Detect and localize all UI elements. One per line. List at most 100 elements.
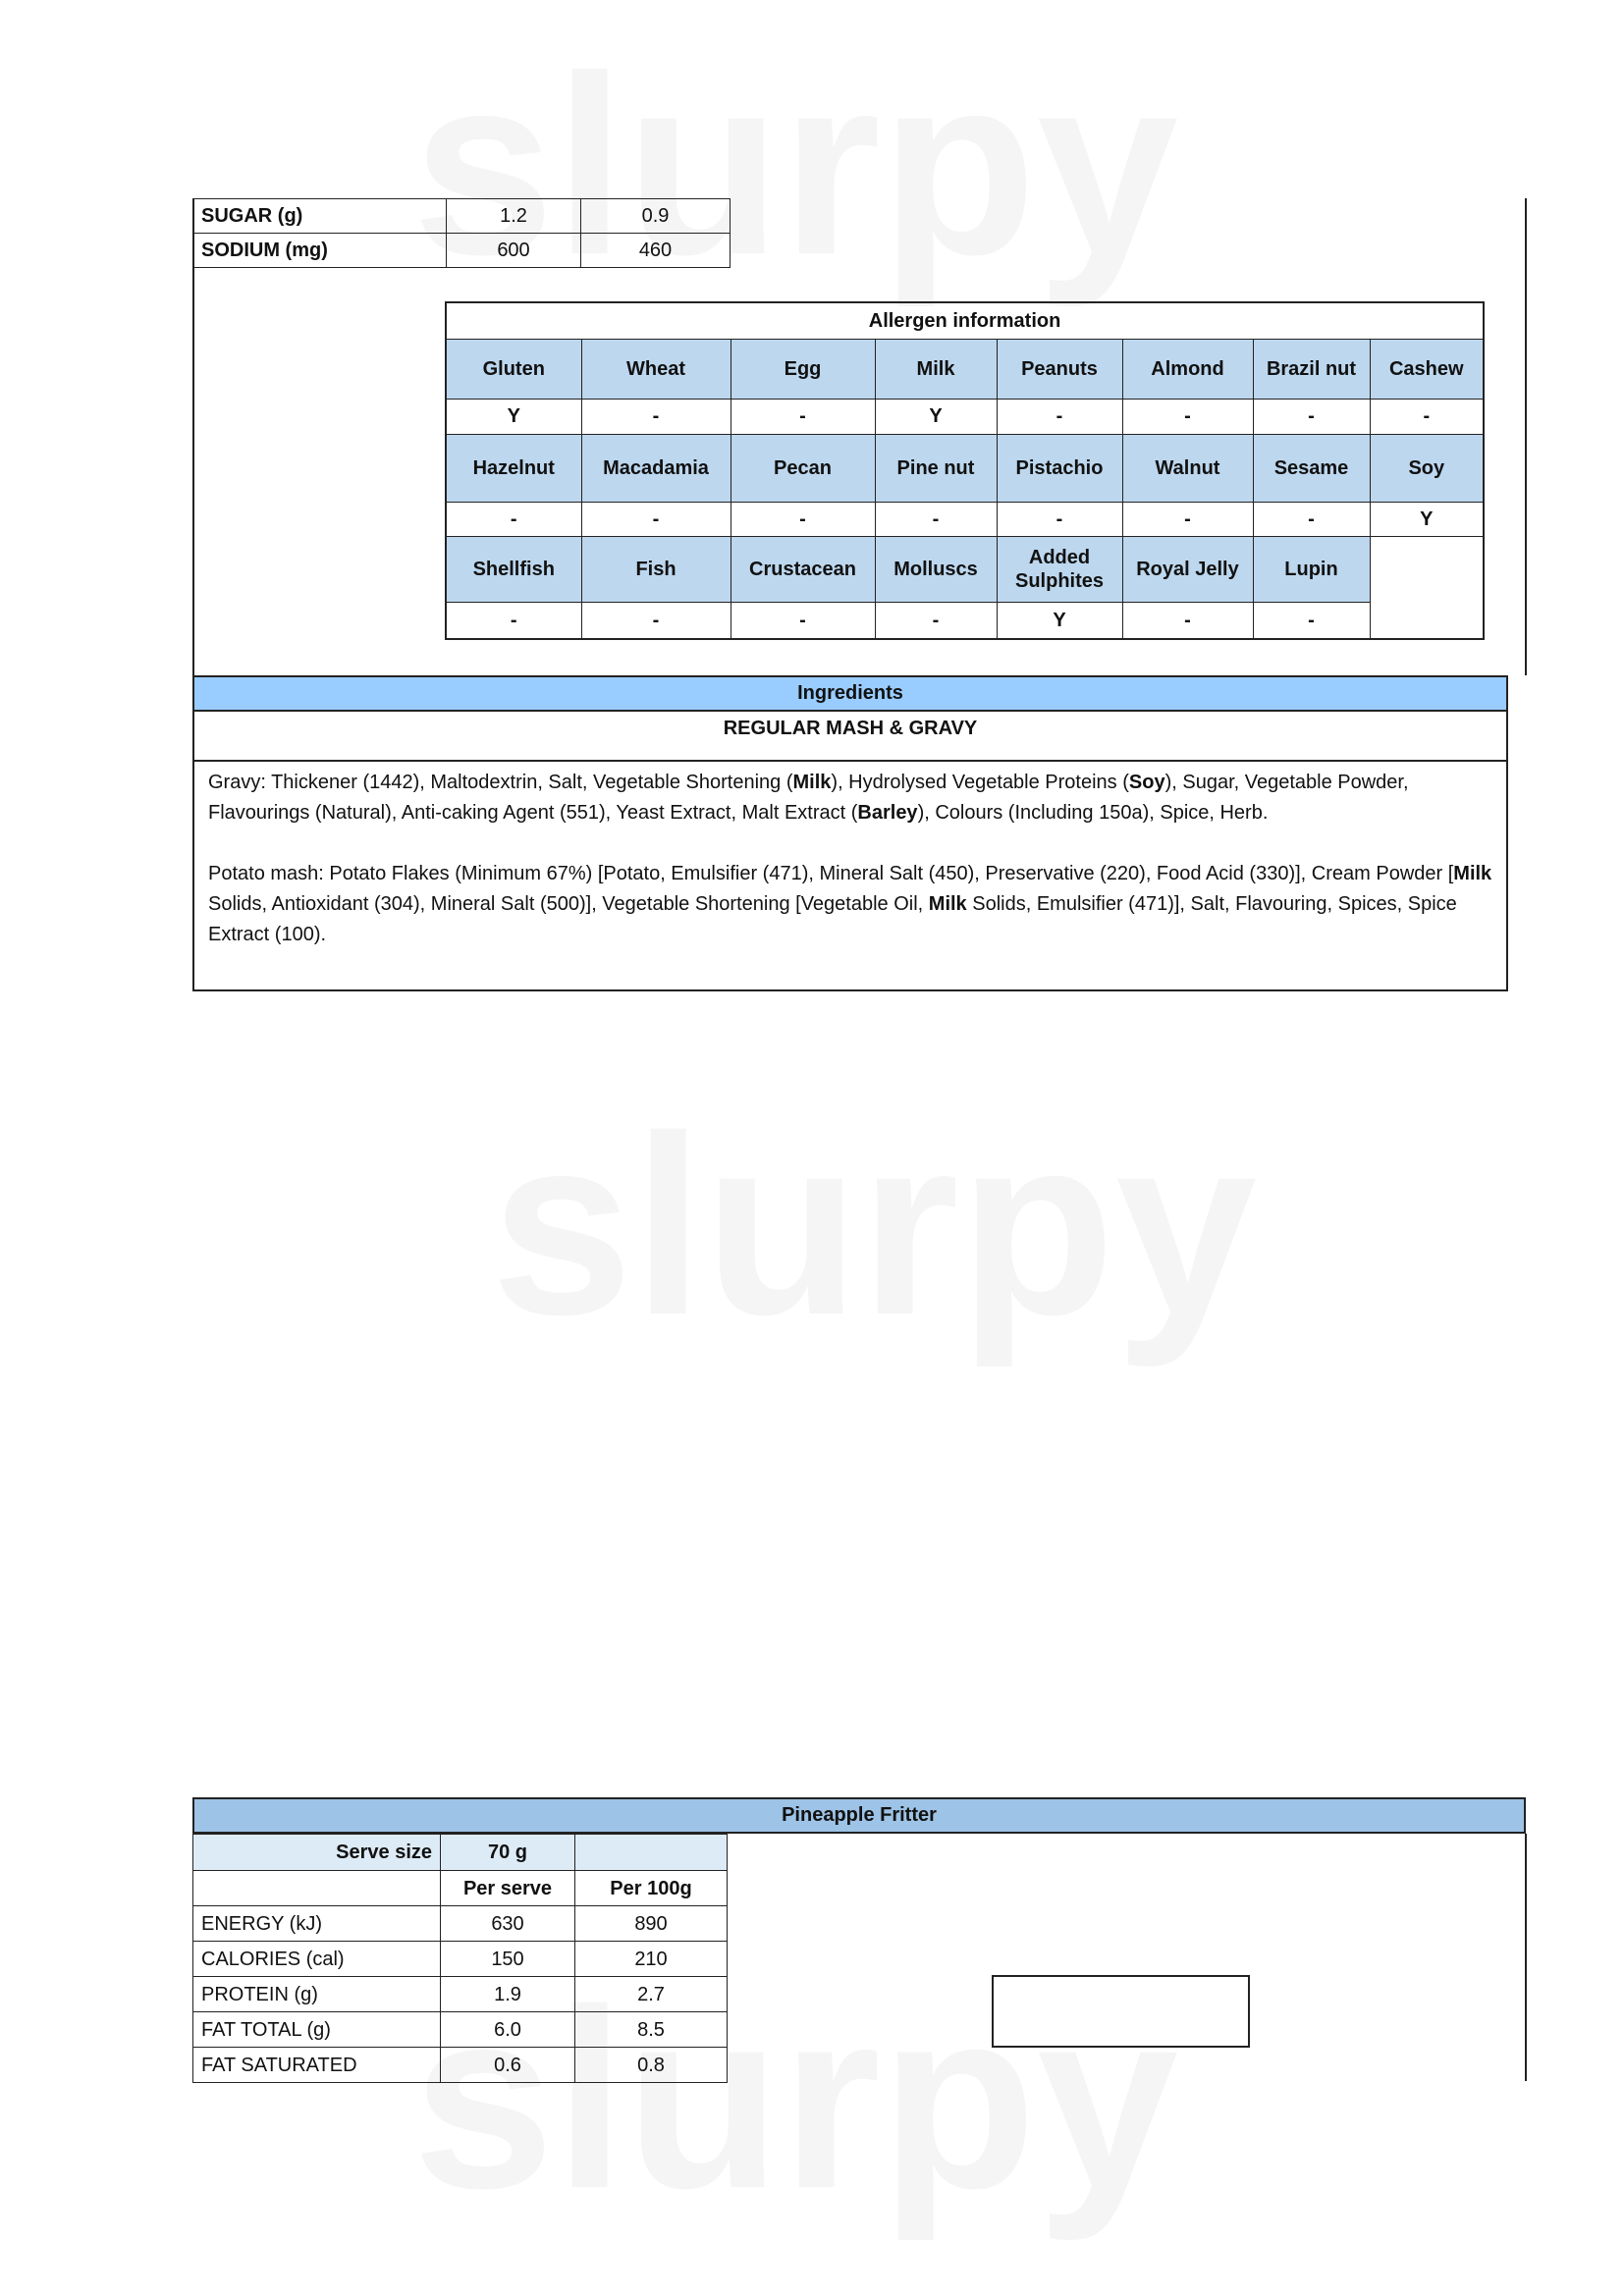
col-per-100g: Per 100g [574,1870,728,1906]
per-serve-value: 1.9 [440,1976,575,2012]
allergen-highlight: Milk [792,772,832,793]
fritter-title: Pineapple Fritter [192,1797,1526,1834]
per-serve-value: 150 [440,1941,575,1977]
nutrient-label: FAT TOTAL (g) [192,2011,441,2048]
ingredient-text: ), Hydrolysed Vegetable Proteins ( [831,772,1129,793]
allergen-name: Egg [730,338,876,400]
allergen-name-row: Hazelnut Macadamia Pecan Pine nut Pistachio W… [445,433,1485,503]
allergen-name: Royal Jelly [1121,535,1254,603]
ingredient-text: ), Sugar, Vegetable Powder, Flavourings … [208,772,1409,824]
allergen-highlight: Barley [857,802,918,824]
per-serve-value: 1.2 [446,198,581,234]
per-100g-value: 8.5 [574,2011,728,2048]
allergen-value: - [730,501,876,537]
nutrient-label: SODIUM (mg) [192,233,447,268]
watermark-logo: slurpy [412,24,1179,308]
allergen-name: Brazil nut [1252,338,1371,400]
allergen-name: Pecan [730,433,876,503]
nutrition-row: SUGAR (g) 1.2 0.9 [192,198,731,234]
allergen-value: - [1252,398,1371,435]
serve-size-label: Serve size [192,1834,441,1871]
mash-ingredients: Potato mash: Potato Flakes (Minimum 67%)… [208,859,1492,950]
allergen-value-row: ----Y-- [445,601,1484,640]
allergen-value: - [996,501,1123,537]
ingredient-text: Solids, Antioxidant (304), Mineral Salt … [208,893,929,915]
allergen-table: Allergen information Gluten Wheat Egg Milk P… [445,301,1486,640]
nutrient-label: PROTEIN (g) [192,1976,441,2012]
nutrient-label: SUGAR (g) [192,198,447,234]
per-100g-value: 460 [580,233,731,268]
nutrition-row: FAT TOTAL (g) 6.0 8.5 [192,2011,728,2048]
empty-cell [192,1870,441,1906]
ingredients-header: Ingredients [192,675,1508,712]
allergen-value: - [580,601,731,640]
allergen-name: Molluscs [874,535,998,603]
allergen-value: Y [996,601,1123,640]
per-serve-value: 0.6 [440,2047,575,2083]
allergen-name: Pistachio [996,433,1123,503]
allergen-value: - [1252,601,1371,640]
allergen-value: - [1369,398,1485,435]
allergen-name: Fish [580,535,731,603]
empty-box [992,1975,1250,2048]
allergen-name: Walnut [1121,433,1254,503]
allergen-value-row: Y--Y---- [445,398,1485,435]
gravy-ingredients: Gravy: Thickener (1442), Maltodextrin, S… [208,768,1492,828]
product-name: REGULAR MASH & GRAVY [192,712,1508,760]
allergen-name: Sesame [1252,433,1371,503]
allergen-name: Crustacean [730,535,876,603]
allergen-value: - [730,398,876,435]
per-100g-value: 0.8 [574,2047,728,2083]
allergen-value: - [1121,601,1254,640]
watermark-logo: slurpy [491,1084,1258,1368]
per-100g-value: 890 [574,1905,728,1942]
per-100g-value: 0.9 [580,198,731,234]
allergen-value: - [874,601,998,640]
nutrition-row: PROTEIN (g) 1.9 2.7 [192,1976,728,2012]
allergen-name: Lupin [1252,535,1371,603]
per-serve-value: 630 [440,1905,575,1942]
allergen-name: Pine nut [874,433,998,503]
allergen-value: - [1121,398,1254,435]
allergen-value: - [580,398,731,435]
allergen-name: Shellfish [445,535,582,603]
per-serve-value: 600 [446,233,581,268]
section-border [192,198,194,675]
allergen-name: Added Sulphites [996,535,1123,603]
nutrient-label: ENERGY (kJ) [192,1905,441,1942]
allergen-name: Peanuts [996,338,1123,400]
ingredient-text: Gravy: Thickener (1442), Maltodextrin, S… [208,772,793,793]
allergen-name: Milk [874,338,998,400]
allergen-name: Macadamia [580,433,731,503]
allergen-highlight: Milk [1453,863,1492,884]
nutrition-row: FAT SATURATED 0.6 0.8 [192,2047,728,2083]
allergen-value: Y [1369,501,1485,537]
allergen-highlight: Milk [928,893,967,915]
section-border [1525,1834,1527,2081]
nutrition-row: ENERGY (kJ) 630 890 [192,1905,728,1942]
nutrition-table-top: SUGAR (g) 1.2 0.9 SODIUM (mg) 600 460 [192,198,731,268]
allergen-highlight: Soy [1128,772,1165,793]
allergen-value: Y [445,398,582,435]
allergen-value: - [996,398,1123,435]
allergen-name-row: Shellfish Fish Crustacean Molluscs Added Sul… [445,535,1485,640]
section-border [1525,198,1527,675]
allergen-value: - [874,501,998,537]
allergen-value: - [580,501,731,537]
allergen-name: Cashew [1369,338,1485,400]
allergen-value: - [730,601,876,640]
per-100g-value: 2.7 [574,1976,728,2012]
nutrition-row: SODIUM (mg) 600 460 [192,233,731,268]
fritter-nutrition-table: Serve size 70 g Per serve Per 100g ENERG… [192,1834,728,2083]
allergen-name: Almond [1121,338,1254,400]
allergen-value: - [1252,501,1371,537]
allergen-name: Soy [1369,433,1485,503]
col-per-serve: Per serve [440,1870,575,1906]
nutrition-row: CALORIES (cal) 150 210 [192,1941,728,1977]
per-serve-value: 6.0 [440,2011,575,2048]
ingredient-text: ), Colours (Including 150a), Spice, Herb… [917,802,1269,824]
empty-cell [1369,535,1485,640]
empty-cell [574,1834,728,1871]
serve-size-value: 70 g [440,1834,575,1871]
